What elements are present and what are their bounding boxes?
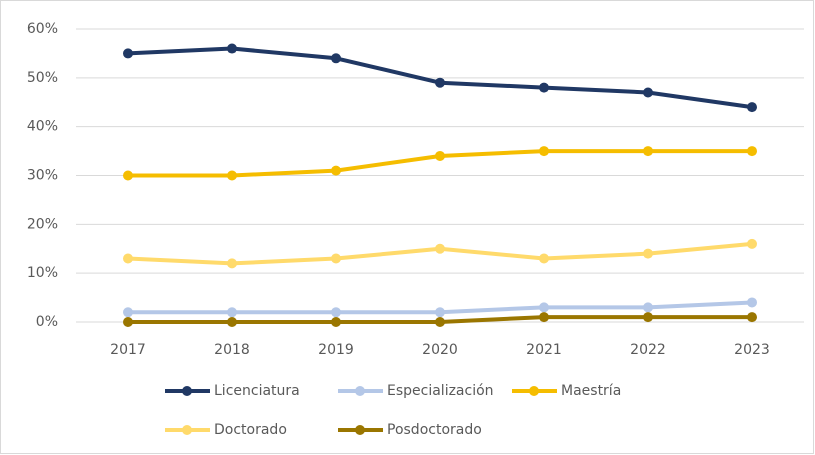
x-tick-label: 2022 (630, 342, 666, 358)
point (123, 170, 133, 181)
point (227, 317, 237, 327)
point (539, 312, 549, 323)
x-tick-label: 2021 (526, 342, 562, 358)
point (435, 77, 445, 88)
point (747, 146, 757, 157)
point (539, 82, 549, 93)
point (539, 253, 549, 264)
point (435, 243, 445, 254)
x-tick-label: 2017 (110, 342, 146, 358)
point (643, 302, 653, 313)
point (435, 307, 445, 318)
point (123, 253, 133, 264)
point (747, 238, 757, 249)
y-tick-label: 60% (27, 21, 58, 37)
y-tick-label: 50% (27, 70, 58, 86)
point (643, 87, 653, 98)
y-tick-label: 40% (27, 119, 58, 135)
legend-marker (529, 386, 539, 396)
point (331, 53, 341, 64)
legend-label: Maestría (561, 383, 621, 399)
x-tick-label: 2018 (214, 342, 250, 358)
x-tick-label: 2019 (318, 342, 354, 358)
point (435, 317, 445, 327)
y-tick-label: 20% (27, 216, 58, 232)
point (747, 297, 757, 308)
point (435, 150, 445, 161)
legend-label: Licenciatura (214, 383, 300, 399)
legend-label: Posdoctorado (387, 422, 482, 438)
point (331, 307, 341, 318)
point (227, 307, 237, 318)
legend-marker (182, 386, 192, 396)
point (331, 317, 341, 327)
point (643, 146, 653, 157)
point (123, 307, 133, 318)
legend-label: Especialización (387, 383, 494, 399)
legend-marker (355, 425, 365, 435)
y-tick-label: 30% (27, 168, 58, 184)
point (747, 312, 757, 323)
point (227, 43, 237, 54)
y-tick-label: 10% (27, 265, 58, 281)
point (539, 302, 549, 313)
x-tick-label: 2023 (734, 342, 770, 358)
point (123, 317, 133, 327)
point (643, 248, 653, 259)
point (331, 165, 341, 176)
point (747, 102, 757, 113)
point (123, 48, 133, 59)
x-tick-label: 2020 (422, 342, 458, 358)
legend-label: Doctorado (214, 422, 287, 438)
legend-marker (355, 386, 365, 396)
point (227, 170, 237, 181)
point (227, 258, 237, 269)
point (331, 253, 341, 264)
point (643, 312, 653, 323)
y-tick-label: 0% (36, 314, 58, 330)
point (539, 146, 549, 157)
legend-marker (182, 425, 192, 435)
